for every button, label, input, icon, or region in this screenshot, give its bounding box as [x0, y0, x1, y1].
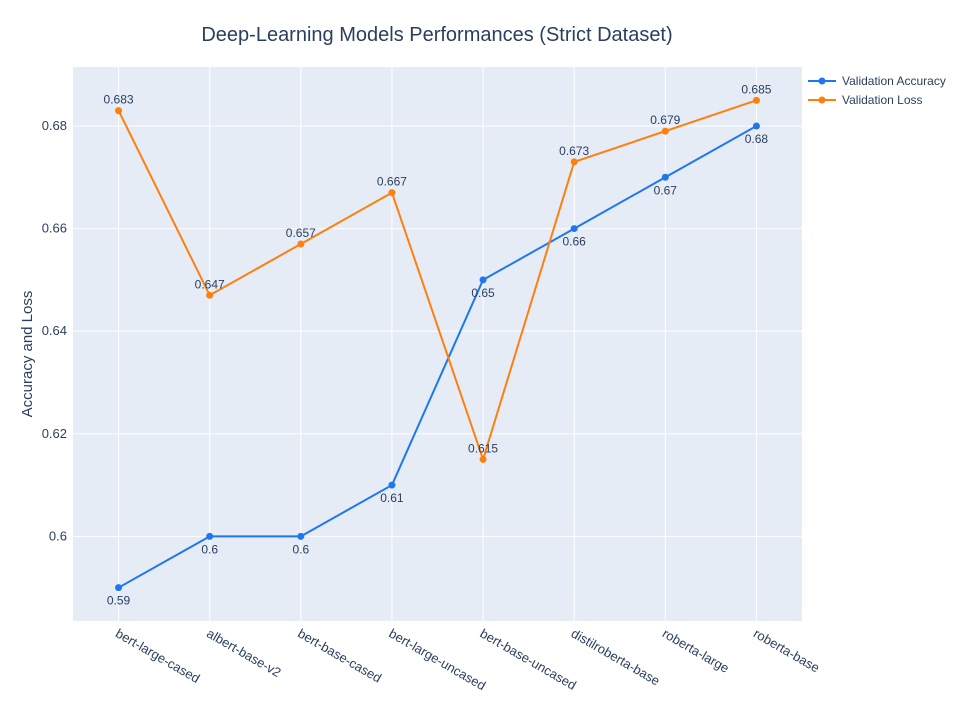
- data-point[interactable]: [752, 96, 760, 104]
- data-label: 0.615: [468, 441, 498, 455]
- y-tick-label: 0.62: [42, 426, 67, 441]
- x-tick-label: bert-large-cased: [113, 626, 202, 686]
- x-tick-label: bert-base-cased: [295, 626, 384, 686]
- data-point[interactable]: [661, 173, 669, 181]
- data-point[interactable]: [206, 532, 214, 540]
- chart-title: Deep-Learning Models Performances (Stric…: [201, 24, 672, 46]
- data-point[interactable]: [479, 276, 487, 284]
- data-label: 0.657: [286, 226, 316, 240]
- legend-swatch-marker: [818, 77, 826, 85]
- series-line: [117, 99, 757, 463]
- data-label: 0.6: [201, 542, 218, 556]
- legend[interactable]: Validation Accuracy Validation Loss: [808, 74, 946, 107]
- y-axis-ticks: 0.6 0.62 0.64 0.66 0.68: [42, 118, 67, 543]
- data-point[interactable]: [206, 291, 214, 299]
- data-label: 0.68: [745, 132, 769, 146]
- legend-label: Validation Loss: [842, 93, 923, 107]
- data-labels: 0.59 0.6 0.6 0.61 0.65 0.66 0.67 0.68 0.683 0.647…: [104, 82, 772, 607]
- data-point[interactable]: [297, 240, 305, 248]
- data-label: 0.673: [559, 144, 589, 158]
- data-label: 0.67: [654, 183, 678, 197]
- x-tick-label: distilroberta-base: [569, 626, 663, 689]
- data-label: 0.667: [377, 175, 407, 189]
- data-point[interactable]: [570, 158, 578, 166]
- data-point[interactable]: [479, 455, 487, 463]
- data-label: 0.65: [471, 286, 495, 300]
- data-point[interactable]: [115, 107, 123, 115]
- y-tick-label: 0.68: [42, 118, 67, 133]
- data-label: 0.683: [104, 93, 134, 107]
- plot-area: [73, 67, 802, 621]
- y-tick-label: 0.66: [42, 221, 67, 236]
- x-tick-label: roberta-large: [660, 626, 732, 676]
- legend-swatch-marker: [818, 96, 826, 104]
- data-label: 0.61: [380, 491, 404, 505]
- y-tick-label: 0.64: [42, 323, 67, 338]
- data-point[interactable]: [115, 584, 123, 592]
- data-point[interactable]: [388, 481, 396, 489]
- data-label: 0.66: [563, 235, 587, 249]
- y-axis-label: Accuracy and Loss: [19, 291, 36, 418]
- y-tick-label: 0.6: [49, 528, 67, 543]
- data-point[interactable]: [661, 127, 669, 135]
- data-point[interactable]: [570, 225, 578, 233]
- data-label: 0.679: [650, 113, 680, 127]
- series-lines: [115, 96, 760, 592]
- legend-label: Validation Accuracy: [842, 74, 946, 88]
- x-tick-label: bert-large-uncased: [386, 626, 488, 694]
- data-point[interactable]: [388, 189, 396, 197]
- data-point[interactable]: [297, 532, 305, 540]
- x-tick-label: albert-base-v2: [204, 626, 283, 681]
- legend-item[interactable]: Validation Loss: [808, 93, 923, 107]
- x-tick-label: roberta-base: [751, 626, 822, 676]
- series-line: [118, 125, 757, 589]
- data-label: 0.647: [195, 277, 225, 291]
- data-label: 0.685: [741, 82, 771, 96]
- data-label: 0.59: [107, 594, 131, 608]
- x-tick-label: bert-base-uncased: [478, 626, 579, 693]
- data-label: 0.6: [292, 542, 309, 556]
- legend-item[interactable]: Validation Accuracy: [808, 74, 946, 88]
- x-axis-ticks: bert-large-cased albert-base-v2 bert-base-…: [113, 626, 822, 694]
- data-point[interactable]: [752, 122, 760, 130]
